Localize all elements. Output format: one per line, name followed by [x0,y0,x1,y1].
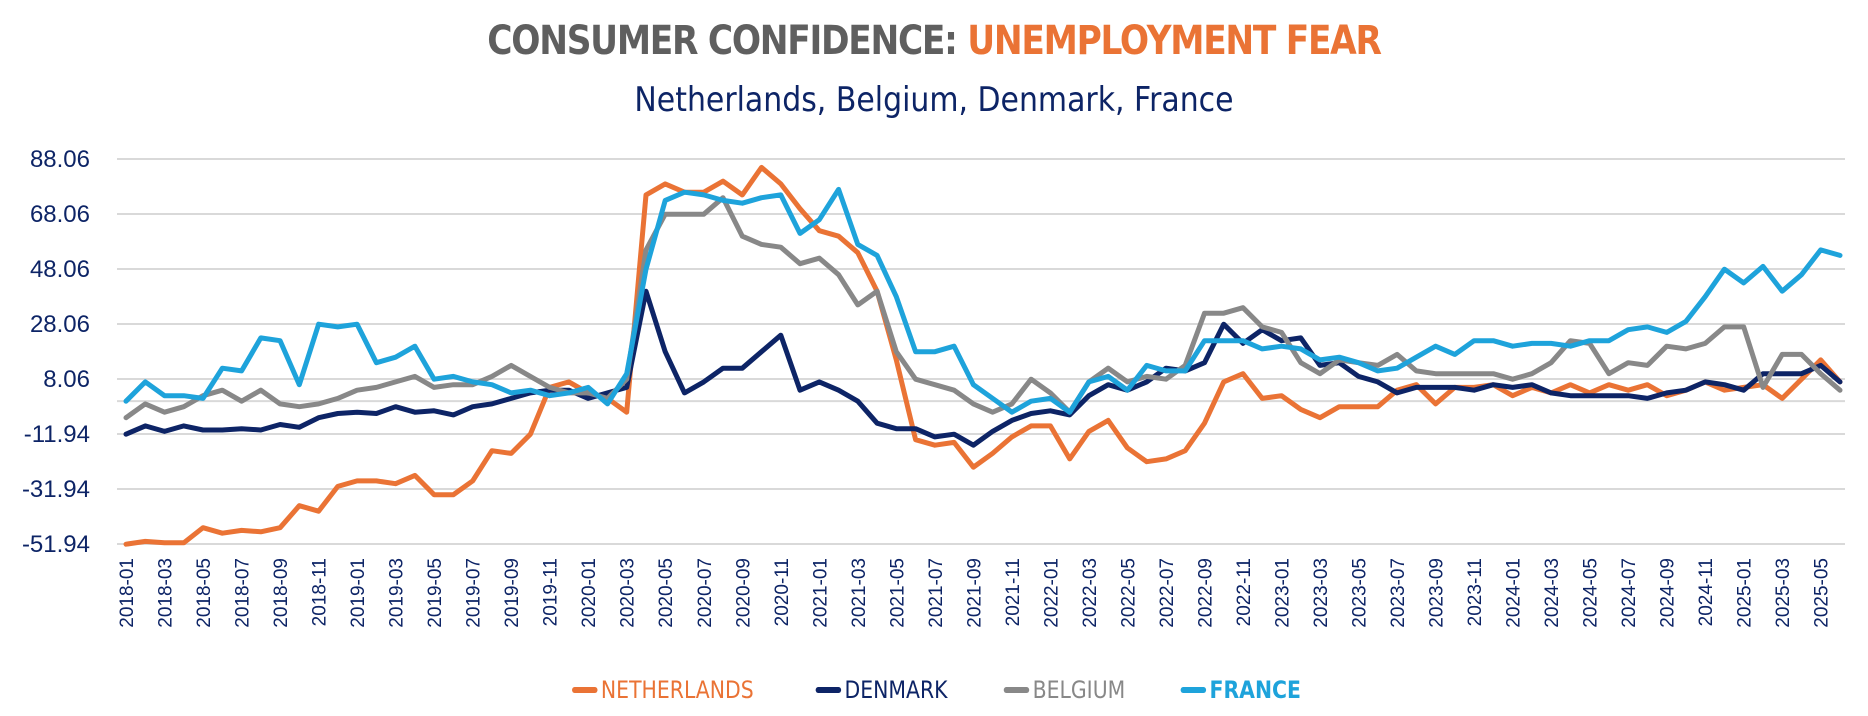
chart-subtitle: Netherlands, Belgium, Denmark, France [634,80,1234,120]
x-tick-label: 2018-01 [117,558,138,628]
x-tick-label: 2024-09 [1658,558,1679,628]
x-tick-label: 2024-03 [1542,558,1563,628]
x-tick-label: 2018-11 [310,558,331,626]
legend-swatch-belgium [1003,687,1030,693]
x-tick-label: 2020-01 [579,558,600,628]
x-tick-label: 2018-05 [194,558,215,628]
x-tick-label: 2021-09 [964,558,985,628]
legend-swatch-denmark [815,687,842,693]
legend-label-denmark: DENMARK [844,676,948,704]
series-line-belgium [123,195,1843,421]
gridlines [117,158,1845,545]
x-tick-label: 2020-09 [733,558,754,628]
y-axis: 88.06 68.06 48.06 28.06 8.06 -11.94 -31.94 -51.… [22,146,90,558]
x-tick-label: 2018-07 [233,558,254,628]
x-tick-label: 2022-09 [1195,558,1216,628]
x-axis: 2018-01 2018-03 2018-05 2018-07 2018-09 2018-… [117,558,1833,628]
x-tick-label: 2019-03 [387,558,408,628]
y-tick-label: -51.94 [22,531,90,558]
legend-item-france[interactable]: FRANCE [1180,676,1302,704]
legend-swatch-france [1180,687,1207,693]
series-line-france [123,186,1843,415]
x-tick-label: 2022-03 [1080,558,1101,628]
x-tick-label: 2023-07 [1388,558,1409,628]
legend-label-belgium: BELGIUM [1032,676,1126,704]
chart-title-part1: CONSUMER CONFIDENCE: [487,18,968,64]
x-tick-label: 2018-03 [156,558,177,628]
x-tick-label: 2019-01 [348,558,369,628]
x-tick-label: 2020-11 [772,558,793,626]
x-tick-label: 2021-05 [887,558,908,628]
y-tick-label: 88.06 [30,146,90,173]
y-tick-label: 8.06 [43,366,90,393]
x-tick-label: 2022-11 [1234,558,1255,626]
legend-item-denmark[interactable]: DENMARK [815,676,948,704]
y-tick-label: 68.06 [30,201,90,228]
series-line-netherlands [123,164,1843,547]
x-tick-label: 2023-01 [1273,558,1294,628]
x-tick-label: 2020-05 [656,558,677,628]
x-tick-label: 2022-01 [1041,558,1062,628]
x-tick-label: 2024-11 [1696,558,1717,626]
chart-title: CONSUMER CONFIDENCE: UNEMPLOYMENT FEAR [131,18,1737,64]
x-tick-label: 2022-07 [1157,558,1178,628]
x-tick-label: 2019-11 [541,558,562,626]
x-tick-label: 2020-07 [695,558,716,628]
chart-title-part2: UNEMPLOYMENT FEAR [967,18,1382,64]
x-tick-label: 2018-09 [271,558,292,628]
x-tick-label: 2025-05 [1812,558,1833,628]
x-tick-label: 2021-03 [849,558,870,628]
series-lines [123,164,1843,547]
legend-item-belgium[interactable]: BELGIUM [1003,676,1126,704]
x-tick-label: 2023-11 [1465,558,1486,626]
x-tick-label: 2025-01 [1735,558,1756,628]
legend-label-france: FRANCE [1209,676,1302,704]
legend-swatch-netherlands [572,687,598,693]
legend-label-netherlands: NETHERLANDS [601,676,754,704]
series-line-denmark [123,288,1843,448]
x-tick-label: 2021-11 [1003,558,1024,626]
x-tick-label: 2020-03 [618,558,639,628]
x-tick-label: 2021-07 [926,558,947,628]
x-tick-label: 2022-05 [1118,558,1139,628]
x-tick-label: 2024-07 [1619,558,1640,628]
x-tick-label: 2021-01 [810,558,831,628]
x-tick-label: 2019-09 [502,558,523,628]
x-tick-label: 2019-07 [464,558,485,628]
x-tick-label: 2023-09 [1427,558,1448,628]
x-tick-label: 2025-03 [1773,558,1794,628]
y-tick-label: 28.06 [30,311,90,338]
y-tick-label: 48.06 [30,256,90,283]
x-tick-label: 2024-05 [1581,558,1602,628]
x-tick-label: 2024-01 [1504,558,1525,628]
legend: NETHERLANDS DENMARK BELGIUM FRANCE [0,676,1868,704]
legend-item-netherlands[interactable]: NETHERLANDS [572,676,754,704]
x-tick-label: 2019-05 [425,558,446,628]
x-tick-label: 2023-05 [1350,558,1371,628]
x-tick-label: 2023-03 [1311,558,1332,628]
y-tick-label: -11.94 [24,421,90,448]
y-tick-label: -31.94 [22,476,90,503]
